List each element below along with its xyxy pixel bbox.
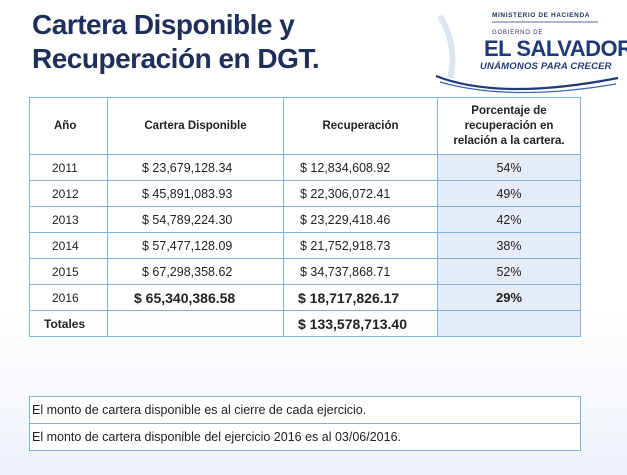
cell-porcentaje: 29% — [437, 284, 581, 311]
table-row: 2014 $ 57,477,128.09 $ 21,752,918.73 38% — [29, 232, 581, 259]
cell-porcentaje: 52% — [437, 258, 581, 285]
table-row: 2015 $ 67,298,358.62 $ 34,737,868.71 52% — [29, 258, 581, 285]
cell-year: 2013 — [29, 206, 108, 233]
cell-recuperacion: $ 18,717,826.17 — [283, 284, 438, 311]
cell-recuperacion: $ 12,834,608.92 — [283, 154, 438, 181]
header-year: Año — [29, 97, 108, 155]
ministry-logo: MINISTERIO DE HACIENDA GOBIERNO DE EL SA… — [430, 6, 627, 96]
cell-cartera: $ 57,477,128.09 — [107, 232, 284, 259]
table-header-row: Año Cartera Disponible Recuperación Porc… — [29, 97, 581, 155]
notes-table: El monto de cartera disponible es al cie… — [29, 396, 581, 451]
cell-year: 2015 — [29, 258, 108, 285]
logo-gobierno-text: GOBIERNO DE — [492, 30, 544, 36]
table-row: 2012 $ 45,891,083.93 $ 22,306,072.41 49% — [29, 180, 581, 207]
note-text: El monto de cartera disponible es al cie… — [29, 396, 581, 424]
cell-recuperacion: $ 34,737,868.71 — [283, 258, 438, 285]
cell-recuperacion: $ 21,752,918.73 — [283, 232, 438, 259]
cell-cartera: $ 45,891,083.93 — [107, 180, 284, 207]
table-row: 2011 $ 23,679,128.34 $ 12,834,608.92 54% — [29, 154, 581, 181]
cell-year: 2014 — [29, 232, 108, 259]
totals-label: Totales — [29, 310, 108, 337]
cell-recuperacion: $ 23,229,418.46 — [283, 206, 438, 233]
totals-porcentaje-empty — [437, 310, 581, 337]
logo-slogan-text: UNÁMONOS PARA CRECER — [480, 61, 612, 72]
cell-year: 2012 — [29, 180, 108, 207]
slide-title: Cartera Disponible y Recuperación en DGT… — [32, 8, 320, 76]
table-row: 2016 $ 65,340,386.58 $ 18,717,826.17 29% — [29, 284, 581, 311]
totals-row: Totales $ 133,578,713.40 — [29, 310, 581, 337]
cell-porcentaje: 38% — [437, 232, 581, 259]
cell-cartera: $ 23,679,128.34 — [107, 154, 284, 181]
logo-swoosh-icon — [435, 14, 619, 94]
header-cartera: Cartera Disponible — [107, 97, 284, 155]
cell-year: 2011 — [29, 154, 108, 181]
cell-cartera: $ 65,340,386.58 — [107, 284, 284, 311]
portfolio-table: Año Cartera Disponible Recuperación Porc… — [29, 97, 581, 337]
cell-cartera: $ 67,298,358.62 — [107, 258, 284, 285]
cell-porcentaje: 49% — [437, 180, 581, 207]
cell-porcentaje: 42% — [437, 206, 581, 233]
header-recuperacion: Recuperación — [283, 97, 438, 155]
totals-recuperacion: $ 133,578,713.40 — [283, 310, 438, 337]
note-row: El monto de cartera disponible del ejerc… — [29, 423, 581, 451]
cell-porcentaje: 54% — [437, 154, 581, 181]
title-line-2: Recuperación en DGT. — [32, 43, 320, 74]
logo-ministry-text: MINISTERIO DE HACIENDA — [492, 12, 591, 19]
title-line-1: Cartera Disponible y — [32, 9, 295, 40]
note-text: El monto de cartera disponible del ejerc… — [29, 423, 581, 451]
table-row: 2013 $ 54,789,224.30 $ 23,229,418.46 42% — [29, 206, 581, 233]
cell-recuperacion: $ 22,306,072.41 — [283, 180, 438, 207]
logo-country-text: EL SALVADOR — [484, 36, 627, 61]
cell-cartera: $ 54,789,224.30 — [107, 206, 284, 233]
totals-cartera-empty — [107, 310, 284, 337]
header-porcentaje: Porcentaje de recuperación en relación a… — [437, 97, 581, 155]
cell-year: 2016 — [29, 284, 108, 311]
note-row: El monto de cartera disponible es al cie… — [29, 396, 581, 424]
